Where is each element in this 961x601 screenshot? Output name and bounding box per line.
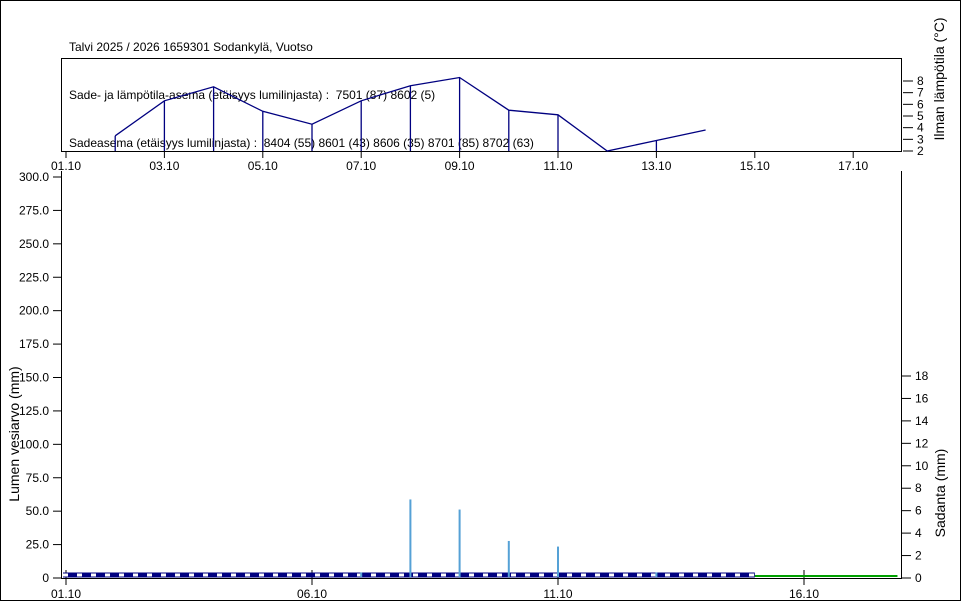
swe-y-tick-label: 275.0 xyxy=(19,203,49,217)
swe-y-tick-label: 300.0 xyxy=(19,170,49,184)
precip-y-tick-label: 12 xyxy=(915,436,929,450)
temp-y-tick-label: 6 xyxy=(917,97,924,111)
bottom-x-tick-label: 01.10 xyxy=(51,587,81,601)
swe-axis-label: Lumen vesiarvo (mm) xyxy=(6,366,22,502)
bottom-x-tick-label: 16.10 xyxy=(789,587,819,601)
temperature-panel xyxy=(61,58,902,152)
precip-y-tick-label: 6 xyxy=(915,504,922,518)
swe-y-tick-label: 75.0 xyxy=(26,471,50,485)
temp-y-tick-label: 2 xyxy=(917,144,924,158)
swe-y-tick-label: 250.0 xyxy=(19,237,49,251)
temp-y-tick-label: 5 xyxy=(917,109,924,123)
precip-y-tick-label: 16 xyxy=(915,391,929,405)
precip-y-tick-label: 18 xyxy=(915,369,929,383)
temp-y-tick-label: 7 xyxy=(917,86,924,100)
precip-y-tick-label: 8 xyxy=(915,481,922,495)
chart-title: Talvi 2025 / 2026 1659301 Sodankylä, Vuo… xyxy=(69,40,313,54)
swe-y-tick-label: 50.0 xyxy=(26,504,50,518)
bottom-x-tick-label: 06.10 xyxy=(297,587,327,601)
bottom-x-tick-label: 11.10 xyxy=(543,587,572,601)
precip-y-tick-label: 14 xyxy=(915,414,929,428)
temp-y-tick-label: 3 xyxy=(917,132,924,146)
precip-y-tick-label: 10 xyxy=(915,459,929,473)
swe-y-tick-label: 25.0 xyxy=(26,538,50,552)
temp-y-tick-label: 8 xyxy=(917,74,924,88)
swe-precipitation-panel xyxy=(61,171,902,579)
swe-y-tick-label: 225.0 xyxy=(19,270,49,284)
swe-y-tick-label: 200.0 xyxy=(19,304,49,318)
precip-y-tick-label: 0 xyxy=(915,571,922,585)
precip-y-tick-label: 4 xyxy=(915,526,922,540)
precipitation-axis-label: Sadanta (mm) xyxy=(932,448,948,538)
temperature-axis-label: Ilman lämpötila (°C) xyxy=(931,17,947,141)
temp-y-tick-label: 4 xyxy=(917,121,924,135)
precip-y-tick-label: 2 xyxy=(915,549,922,563)
swe-y-tick-label: 0 xyxy=(42,571,49,585)
